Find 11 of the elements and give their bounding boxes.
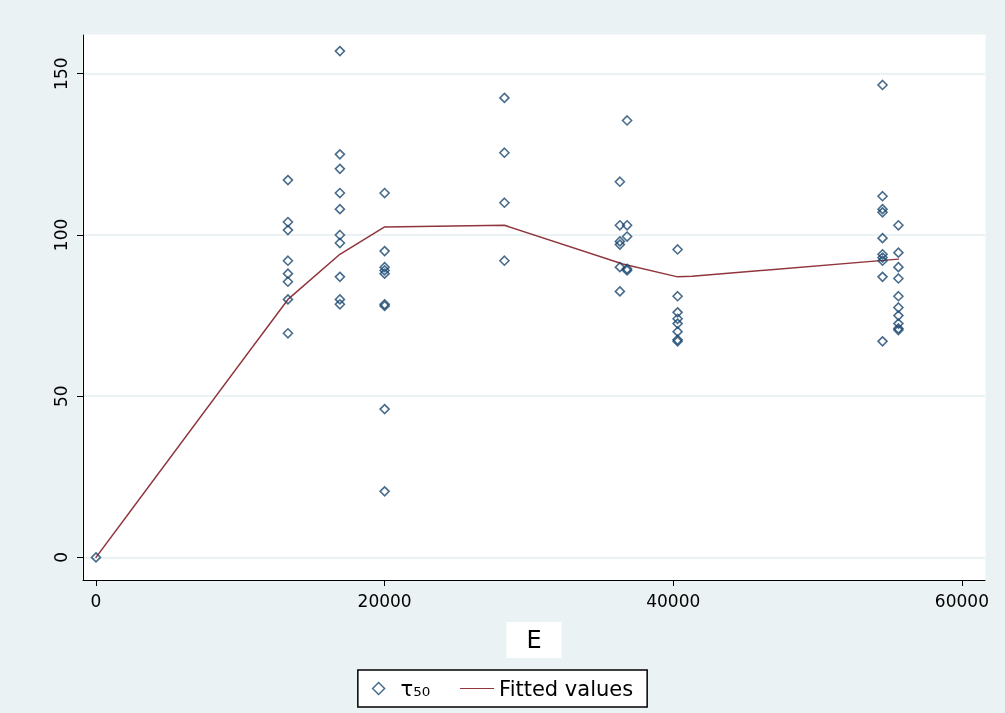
legend-label: τ₅₀	[400, 676, 431, 701]
legend-label: Fitted values	[499, 676, 634, 701]
x-axis-title: E	[526, 626, 542, 654]
x-tick-label: 40000	[646, 590, 701, 611]
y-tick-label: 50	[50, 385, 71, 407]
y-tick-label: 100	[50, 218, 71, 252]
y-tick-label: 150	[50, 57, 71, 90]
x-tick-label: 60000	[934, 590, 989, 611]
y-tick-label: 0	[50, 552, 71, 563]
x-tick-label: 0	[90, 590, 102, 611]
x-tick-label: 20000	[357, 590, 412, 611]
